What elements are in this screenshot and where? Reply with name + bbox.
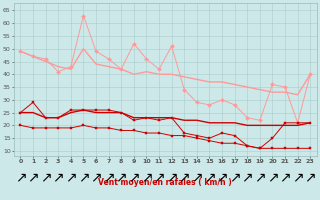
X-axis label: Vent moyen/en rafales ( km/h ): Vent moyen/en rafales ( km/h )	[99, 178, 232, 187]
